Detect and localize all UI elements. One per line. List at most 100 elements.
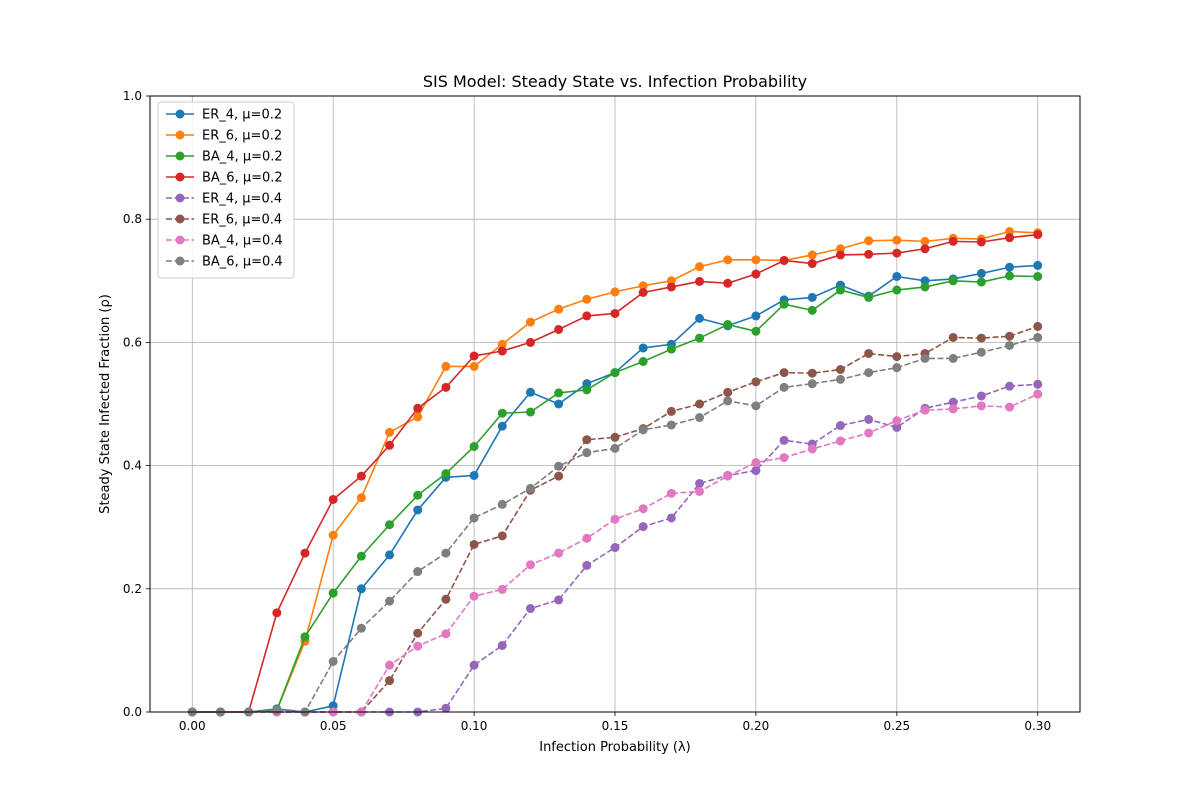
data-point (497, 499, 507, 509)
data-point (976, 347, 986, 357)
data-point (1033, 271, 1043, 281)
data-point (554, 471, 564, 481)
data-point (1005, 233, 1015, 243)
data-point (554, 388, 564, 398)
data-point (1033, 389, 1043, 399)
data-point (272, 705, 282, 715)
data-point (441, 703, 451, 713)
data-point (582, 294, 592, 304)
data-point (723, 320, 733, 330)
legend-item: ER_4, μ=0.2 (166, 108, 282, 123)
data-point (948, 332, 958, 342)
data-point (892, 363, 902, 373)
data-point (525, 337, 535, 347)
data-point (525, 560, 535, 570)
data-point (413, 641, 423, 651)
data-point (356, 551, 366, 561)
plot-frame (149, 95, 1081, 713)
data-point (638, 288, 648, 298)
data-point (328, 530, 338, 540)
data-point (751, 401, 761, 411)
data-point (835, 365, 845, 375)
data-point (976, 401, 986, 411)
data-point (948, 404, 958, 414)
data-point (835, 285, 845, 295)
data-point (751, 269, 761, 279)
legend-item: BA_6, μ=0.2 (166, 171, 283, 186)
data-point (835, 436, 845, 446)
data-point (554, 324, 564, 334)
axis-ticks: 0.00 0.05 0.10 0.15 0.20 0.25 0.30 0.0 0.2 0.4 0.6… (123, 89, 1051, 733)
y-tick-label: 0.2 (123, 582, 142, 596)
data-point (441, 594, 451, 604)
data-point (779, 435, 789, 445)
data-point (497, 408, 507, 418)
data-point (441, 382, 451, 392)
data-point (469, 591, 479, 601)
data-point (751, 466, 761, 476)
data-point (807, 444, 817, 454)
legend-item: BA_6, μ=0.4 (166, 255, 283, 270)
data-point (525, 387, 535, 397)
series-5 (187, 379, 1043, 717)
y-tick-label: 1.0 (123, 89, 142, 103)
data-point (723, 387, 733, 397)
x-tick-label: 0.20 (743, 719, 770, 733)
data-point (948, 353, 958, 363)
data-point (554, 595, 564, 605)
data-point (356, 584, 366, 594)
data-point (666, 513, 676, 523)
data-point (356, 471, 366, 481)
data-point (1005, 262, 1015, 272)
data-point (638, 522, 648, 532)
data-point (1033, 379, 1043, 389)
data-point (582, 435, 592, 445)
data-point (864, 249, 874, 259)
data-point (272, 608, 282, 618)
data-point (1033, 332, 1043, 342)
data-point (695, 486, 705, 496)
data-point (892, 248, 902, 258)
data-point (807, 259, 817, 269)
series-4 (187, 230, 1043, 717)
data-point (413, 505, 423, 515)
data-point (469, 539, 479, 549)
data-point (751, 255, 761, 265)
data-point (695, 313, 705, 323)
y-tick-label: 0.4 (123, 459, 142, 473)
data-point (666, 282, 676, 292)
y-tick-label: 0.8 (123, 212, 142, 226)
data-point (920, 276, 930, 286)
y-axis-label: Steady State Infected Fraction (ρ) (98, 294, 113, 514)
data-point (638, 425, 648, 435)
data-point (497, 346, 507, 356)
data-point (751, 377, 761, 387)
data-point (723, 471, 733, 481)
data-point (328, 656, 338, 666)
legend-marker (175, 193, 185, 203)
legend-item: ER_4, μ=0.4 (166, 192, 282, 207)
data-point (666, 406, 676, 416)
legend-label: BA_6, μ=0.4 (202, 255, 283, 270)
data-point (807, 292, 817, 302)
data-point (864, 428, 874, 438)
data-point (976, 391, 986, 401)
legend: ER_4, μ=0.2 ER_6, μ=0.2 BA_4, μ=0.2 BA_6, μ… (157, 101, 295, 279)
legend-item: BA_4, μ=0.2 (166, 150, 283, 165)
data-point (1005, 402, 1015, 412)
data-point (948, 276, 958, 286)
data-point (807, 305, 817, 315)
data-point (948, 397, 958, 407)
legend-item: ER_6, μ=0.4 (166, 213, 282, 228)
data-point (892, 235, 902, 245)
x-tick-label: 0.15 (602, 719, 629, 733)
data-point (892, 422, 902, 432)
data-point (385, 676, 395, 686)
data-point (328, 494, 338, 504)
data-point (413, 403, 423, 413)
data-point (385, 660, 395, 670)
data-point (497, 421, 507, 431)
series-lines (187, 227, 1043, 717)
data-point (582, 560, 592, 570)
data-point (779, 453, 789, 463)
